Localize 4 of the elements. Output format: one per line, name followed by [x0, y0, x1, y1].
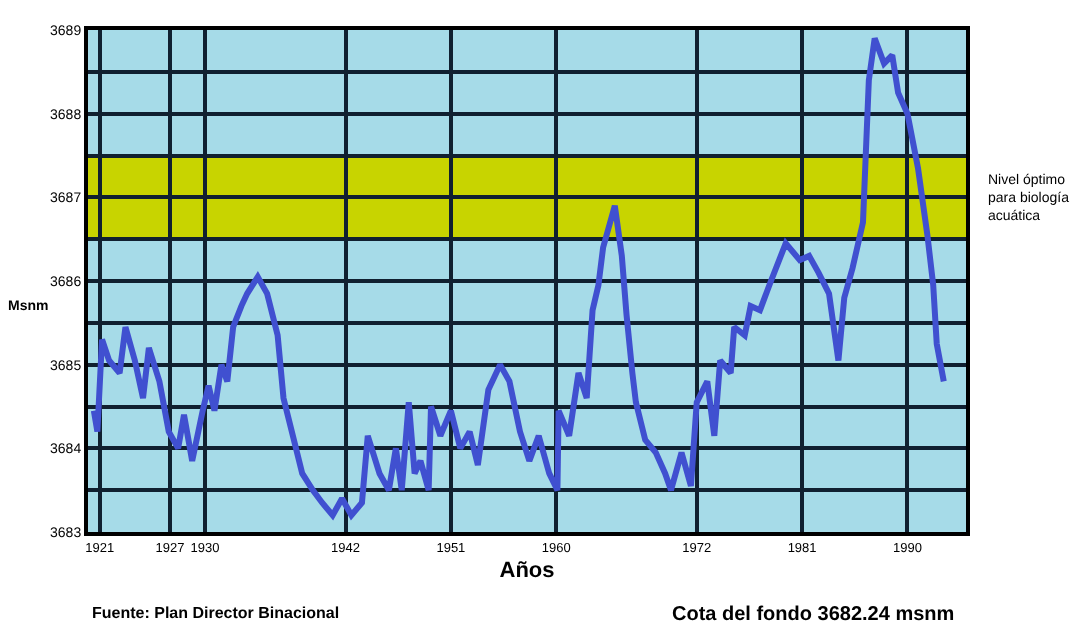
source-note: Fuente: Plan Director Binacional — [92, 604, 340, 622]
line-series — [90, 35, 947, 519]
text: Cota del fondo 3682.24 msnm — [672, 604, 955, 626]
x-axis-title: Años — [499, 559, 555, 583]
